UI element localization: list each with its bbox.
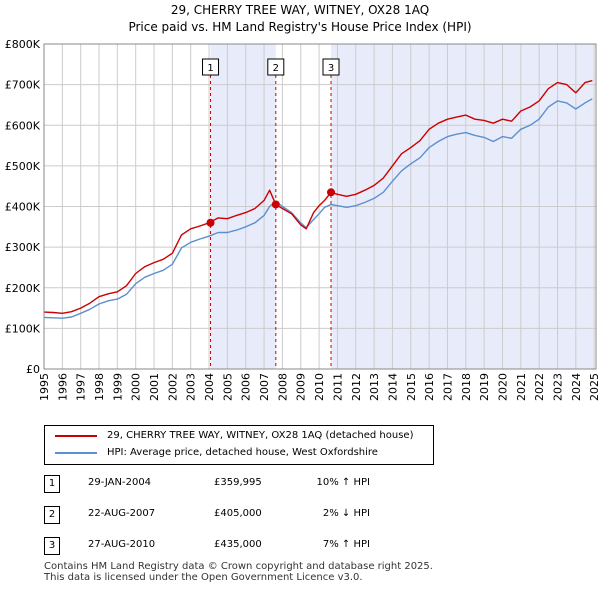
x-tick-label: 1999 xyxy=(111,373,124,401)
transaction-marker-label: 3 xyxy=(328,63,334,74)
y-tick-label: £600K xyxy=(5,119,41,132)
x-tick-label: 2013 xyxy=(368,373,381,401)
x-tick-label: 2023 xyxy=(551,373,564,401)
transaction-date: 27-AUG-2010 xyxy=(88,539,156,550)
x-tick-label: 2002 xyxy=(166,373,179,401)
x-tick-label: 2008 xyxy=(276,373,289,401)
legend-item-price: 29, CHERRY TREE WAY, WITNEY, OX28 1AQ (d… xyxy=(55,428,413,444)
transaction-price: £359,995 xyxy=(214,477,262,488)
transaction-point xyxy=(327,188,336,197)
price-chart: £0 £100K £200K £300K £400K £500K £600K £700K £80… xyxy=(5,38,600,401)
chart-title: 29, CHERRY TREE WAY, WITNEY, OX28 1AQ xyxy=(170,3,430,17)
legend-swatch-price xyxy=(55,435,97,437)
legend-label-hpi: HPI: Average price, detached house, West… xyxy=(107,447,378,458)
legend-label-price: 29, CHERRY TREE WAY, WITNEY, OX28 1AQ (d… xyxy=(107,430,414,441)
legend: 29, CHERRY TREE WAY, WITNEY, OX28 1AQ (d… xyxy=(44,425,434,465)
y-tick-label: £300K xyxy=(5,241,41,254)
price-paid-line xyxy=(43,79,593,314)
plot-frame xyxy=(43,43,597,370)
x-tick-label: 2016 xyxy=(423,373,436,401)
transaction-row: 2 22-AUG-2007 £405,000 2% ↓ HPI xyxy=(0,506,600,524)
x-tick-label: 2000 xyxy=(130,373,143,401)
legend-swatch-hpi xyxy=(55,452,97,454)
y-tick-label: £500K xyxy=(5,160,41,173)
transaction-number: 3 xyxy=(44,537,60,555)
transaction-hpi: 10% ↑ HPI xyxy=(316,477,370,488)
transaction-row: 1 29-JAN-2004 £359,995 10% ↑ HPI xyxy=(0,475,600,493)
x-tick-label: 2018 xyxy=(460,373,473,401)
footer-copyright: Contains HM Land Registry data © Crown c… xyxy=(44,561,433,572)
transaction-date: 22-AUG-2007 xyxy=(88,508,156,519)
x-tick-label: 2011 xyxy=(331,373,344,401)
transaction-marker-box xyxy=(267,58,285,76)
x-tick-label: 2009 xyxy=(295,373,308,401)
y-tick-label: £400K xyxy=(5,201,41,214)
x-tick-label: 2003 xyxy=(185,373,198,401)
y-tick-label: £800K xyxy=(5,38,41,51)
x-tick-label: 2001 xyxy=(148,373,161,401)
transaction-number: 1 xyxy=(44,475,60,493)
x-tick-label: 2004 xyxy=(203,373,216,401)
y-tick-label: £700K xyxy=(5,79,41,92)
x-tick-label: 1996 xyxy=(56,373,69,401)
x-tick-label: 2024 xyxy=(570,373,583,401)
transaction-point xyxy=(206,218,215,227)
x-tick-label: 2014 xyxy=(386,373,399,401)
x-tick-label: 2021 xyxy=(515,373,528,401)
transaction-number: 2 xyxy=(44,506,60,524)
x-tick-label: 2007 xyxy=(258,373,271,401)
footer-licence: This data is licensed under the Open Gov… xyxy=(44,572,363,583)
x-tick-label: 2025 xyxy=(588,373,600,401)
x-tick-label: 2022 xyxy=(533,373,546,401)
transaction-point xyxy=(271,200,280,209)
x-tick-label: 1998 xyxy=(93,373,106,401)
hpi-line xyxy=(43,98,593,319)
transaction-marker-box xyxy=(202,58,220,76)
transaction-date: 29-JAN-2004 xyxy=(88,477,152,488)
x-tick-label: 2006 xyxy=(240,373,253,401)
x-tick-label: 2017 xyxy=(441,373,454,401)
y-tick-label: £100K xyxy=(5,322,41,335)
chart-subtitle: Price paid vs. HM Land Registry's House … xyxy=(128,20,472,34)
x-tick-label: 2012 xyxy=(350,373,363,401)
x-tick-label: 1997 xyxy=(75,373,88,401)
y-tick-label: £200K xyxy=(5,282,41,295)
x-tick-label: 2015 xyxy=(405,373,418,401)
transaction-marker-label: 1 xyxy=(207,63,213,74)
x-tick-label: 2019 xyxy=(478,373,491,401)
transaction-row: 3 27-AUG-2010 £435,000 7% ↑ HPI xyxy=(0,537,600,555)
transaction-price: £405,000 xyxy=(214,508,262,519)
transaction-price: £435,000 xyxy=(214,539,262,550)
transaction-marker-label: 2 xyxy=(273,63,279,74)
x-tick-label: 1995 xyxy=(38,373,51,401)
x-tick-label: 2010 xyxy=(313,373,326,401)
legend-item-hpi: HPI: Average price, detached house, West… xyxy=(55,445,378,461)
x-tick-label: 2020 xyxy=(496,373,509,401)
y-tick-label: £0 xyxy=(26,363,40,376)
transaction-hpi: 2% ↓ HPI xyxy=(322,508,370,519)
transaction-marker-box xyxy=(322,58,340,76)
transaction-hpi: 7% ↑ HPI xyxy=(322,539,370,550)
x-tick-label: 2005 xyxy=(221,373,234,401)
